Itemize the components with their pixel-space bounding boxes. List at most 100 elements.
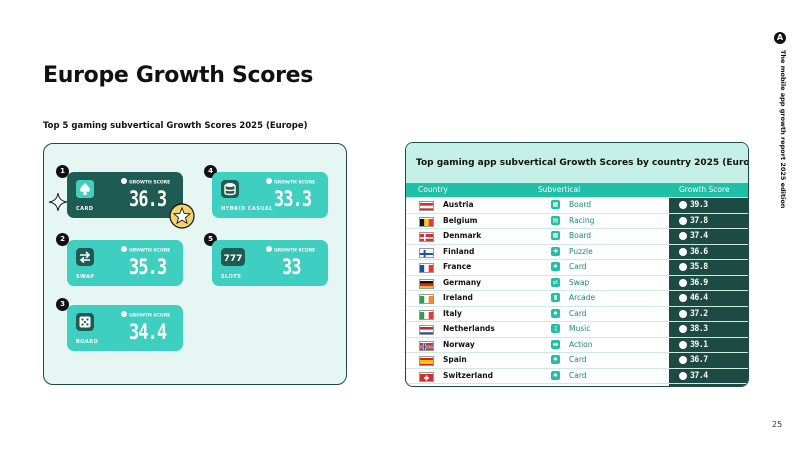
trend-icon: [679, 340, 687, 349]
switzerland-flag-icon: [419, 371, 434, 382]
growth-score-value: 33: [282, 255, 301, 279]
subvertical-card-card: GROWTH SCORE 36.3 CARD: [67, 172, 183, 218]
rank-badge: 3: [56, 298, 69, 311]
subvertical-icon: ▬: [551, 339, 560, 349]
score-cell: 39.1: [669, 337, 748, 352]
country-name: Spain: [443, 355, 467, 364]
subvertical-icon: ✚: [551, 246, 560, 256]
report-logo-icon: A: [774, 32, 786, 44]
growth-score: 39.1: [690, 339, 708, 350]
subvertical-icon: ♠: [551, 355, 560, 364]
italy-flag-icon: [419, 309, 434, 320]
report-edition-text: The mobile app growth report 2025 editio…: [779, 50, 787, 209]
subvertical-card-board: GROWTH SCORE 34.4 BOARD: [67, 305, 183, 351]
austria-flag-icon: [419, 201, 434, 211]
subvertical-name: Music: [569, 324, 591, 333]
score-cell: 38.3: [669, 322, 748, 337]
score-cell: 37.4: [669, 368, 748, 383]
growth-score-tag: GROWTH SCORE: [121, 246, 170, 254]
growth-score: 37.2: [690, 308, 708, 319]
table-row: Germany ⇄ Swap 36.9: [406, 274, 748, 290]
table-row: Norway ▬ Action 39.1: [406, 336, 748, 352]
table-row: Spain ♠ Card 36.7: [406, 352, 748, 368]
growth-score-value: 34.4: [129, 320, 167, 344]
subvertical-icon: ♠: [551, 308, 560, 318]
subvertical-name: Action: [569, 339, 593, 349]
top-five-panel: 1 GROWTH SCORE 36.3 CARD 4 GROWTH SCORE …: [43, 143, 347, 385]
growth-score: 36.9: [690, 277, 708, 288]
subvertical-name: Board: [569, 231, 592, 240]
swap-arrows-icon: [76, 248, 94, 266]
subvertical-icon: ▮: [551, 293, 560, 302]
subvertical-name: Arcade: [569, 293, 596, 302]
trend-icon: [679, 216, 687, 225]
country-name: Ireland: [443, 293, 473, 302]
growth-score: 36.7: [690, 355, 708, 365]
growth-score-value: 36.3: [129, 187, 167, 211]
trend-icon: [679, 371, 687, 380]
score-cell: 35.8: [669, 260, 748, 275]
growth-score-tag: GROWTH SCORE: [266, 178, 315, 186]
trend-icon: [679, 201, 687, 209]
rank-badge: 1: [56, 165, 69, 178]
subvertical-name: Puzzle: [569, 246, 593, 256]
table-row: Netherlands ♫ Music 38.3: [406, 321, 748, 337]
growth-score-tag: GROWTH SCORE: [266, 246, 315, 254]
database-icon: [221, 180, 239, 198]
growth-score: 37.8: [690, 215, 708, 226]
belgium-flag-icon: [419, 216, 434, 227]
trend-icon: [679, 232, 687, 240]
netherlands-flag-icon: [419, 325, 434, 335]
country-name: Finland: [443, 246, 475, 256]
country-name: U.K.: [443, 384, 461, 386]
growth-score: 36.6: [690, 246, 708, 257]
subvertical-icon: ♫: [551, 324, 560, 333]
table-header: Country Subvertical Growth Score: [406, 183, 748, 197]
ireland-flag-icon: [419, 294, 434, 304]
score-cell: 36.6: [669, 244, 748, 259]
subvertical-label: HYBRID CASUAL: [221, 206, 273, 212]
column-header-growth-score: Growth Score: [679, 185, 730, 194]
score-cell: 46.4: [669, 291, 748, 306]
country-name: France: [443, 262, 472, 271]
trend-icon: [679, 263, 687, 271]
growth-score-tag: GROWTH SCORE: [121, 311, 170, 319]
rank-badge: 2: [56, 233, 69, 246]
table-title: Top gaming app subvertical Growth Scores…: [406, 143, 748, 183]
trend-icon: [679, 356, 687, 364]
subvertical-icon: ♠: [551, 262, 560, 271]
trend-icon: [679, 294, 687, 302]
subvertical-icon: ▦: [551, 200, 560, 209]
dice-icon: [76, 313, 94, 331]
country-name: Austria: [443, 200, 474, 209]
country-name: Denmark: [443, 231, 482, 240]
svg-text:777: 777: [224, 254, 243, 264]
france-flag-icon: [419, 263, 434, 273]
denmark-flag-icon: [419, 232, 434, 242]
score-cell: 39.3: [669, 198, 748, 213]
subvertical-icon: ♠: [551, 370, 560, 380]
subvertical-label: BOARD: [76, 339, 99, 345]
country-scores-table: Top gaming app subvertical Growth Scores…: [405, 142, 749, 387]
subvertical-card-hybrid-casual: GROWTH SCORE 33.3 HYBRID CASUAL: [212, 172, 328, 218]
score-cell: 36.7: [669, 353, 748, 368]
country-name: Switzerland: [443, 370, 493, 380]
score-cell: 36.9: [669, 275, 748, 290]
growth-score-tag: GROWTH SCORE: [121, 178, 170, 186]
star-badge-icon: [169, 203, 195, 229]
page-title: Europe Growth Scores: [43, 63, 314, 88]
side-branding: A The mobile app growth report 2025 edit…: [774, 32, 788, 232]
spain-flag-icon: [419, 356, 434, 366]
page-subtitle: Top 5 gaming subvertical Growth Scores 2…: [43, 121, 308, 131]
trend-icon: [679, 278, 687, 287]
table-row: France ♠ Card 35.8: [406, 259, 748, 275]
subvertical-name: Card: [569, 370, 587, 380]
sparkle-icon: [48, 192, 68, 212]
column-header-country: Country: [418, 185, 448, 194]
growth-score: 38.3: [690, 324, 708, 334]
country-name: Belgium: [443, 215, 478, 225]
table-row: Austria ▦ Board 39.3: [406, 197, 748, 213]
slots-777-icon: 777: [221, 248, 245, 266]
table-row: U.K. ⇄ Swap 34.6: [406, 383, 748, 386]
growth-score: 46.4: [690, 293, 708, 303]
